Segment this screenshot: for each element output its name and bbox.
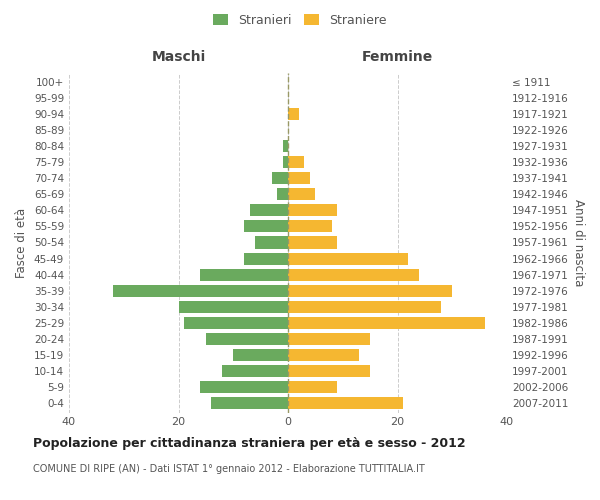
Bar — [288, 156, 304, 168]
Bar — [250, 204, 288, 216]
Bar — [283, 140, 288, 152]
Bar — [288, 332, 370, 344]
Bar — [283, 156, 288, 168]
Text: Maschi: Maschi — [151, 50, 206, 64]
Y-axis label: Anni di nascita: Anni di nascita — [572, 199, 585, 286]
Text: Popolazione per cittadinanza straniera per età e sesso - 2012: Popolazione per cittadinanza straniera p… — [33, 438, 466, 450]
Bar — [184, 316, 288, 328]
Bar — [179, 300, 288, 312]
Bar — [244, 220, 288, 232]
Bar — [288, 268, 419, 280]
Bar — [200, 268, 288, 280]
Bar — [288, 188, 316, 200]
Bar — [222, 365, 288, 377]
Bar — [288, 252, 409, 264]
Bar — [288, 172, 310, 184]
Bar — [277, 188, 288, 200]
Bar — [113, 284, 288, 296]
Bar — [288, 284, 452, 296]
Bar — [288, 316, 485, 328]
Text: Femmine: Femmine — [362, 50, 433, 64]
Bar — [211, 397, 288, 409]
Bar — [255, 236, 288, 248]
Bar — [206, 332, 288, 344]
Bar — [200, 381, 288, 393]
Bar — [288, 381, 337, 393]
Bar — [233, 349, 288, 361]
Legend: Stranieri, Straniere: Stranieri, Straniere — [208, 8, 392, 32]
Bar — [288, 236, 337, 248]
Bar — [244, 252, 288, 264]
Bar — [288, 204, 337, 216]
Y-axis label: Fasce di età: Fasce di età — [16, 208, 28, 278]
Bar — [288, 108, 299, 120]
Text: COMUNE DI RIPE (AN) - Dati ISTAT 1° gennaio 2012 - Elaborazione TUTTITALIA.IT: COMUNE DI RIPE (AN) - Dati ISTAT 1° genn… — [33, 464, 425, 474]
Bar — [288, 349, 359, 361]
Bar — [288, 220, 332, 232]
Bar — [272, 172, 288, 184]
Bar — [288, 300, 442, 312]
Bar — [288, 365, 370, 377]
Bar — [288, 397, 403, 409]
